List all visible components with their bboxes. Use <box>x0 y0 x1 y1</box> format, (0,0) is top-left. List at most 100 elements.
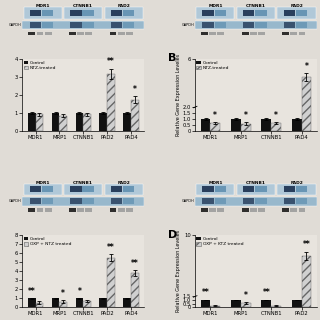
Bar <box>123 22 134 28</box>
Bar <box>250 32 257 36</box>
Bar <box>83 301 91 307</box>
Text: **: ** <box>28 286 36 296</box>
Bar <box>301 77 311 131</box>
Bar <box>45 208 52 212</box>
Text: D: D <box>168 230 178 240</box>
Bar <box>231 300 241 307</box>
Text: CTNNB1: CTNNB1 <box>246 181 266 185</box>
Bar <box>210 123 220 131</box>
Text: **: ** <box>302 240 310 250</box>
Bar <box>30 10 41 16</box>
Text: **: ** <box>202 288 209 298</box>
Bar <box>296 198 307 204</box>
Bar <box>28 113 36 131</box>
Bar <box>123 298 131 307</box>
Bar <box>299 208 306 212</box>
Bar <box>109 32 116 36</box>
Bar <box>255 186 267 192</box>
Bar <box>292 119 301 131</box>
Legend: Control, NTZ-treated: Control, NTZ-treated <box>23 60 57 71</box>
Bar <box>85 208 92 212</box>
Bar <box>111 10 122 16</box>
Bar <box>196 7 235 19</box>
Bar <box>24 183 62 195</box>
Bar <box>203 10 214 16</box>
Text: CTNNB1: CTNNB1 <box>73 4 93 8</box>
Bar <box>209 208 216 212</box>
Text: CTNNB1: CTNNB1 <box>73 181 93 185</box>
Bar <box>107 258 115 307</box>
Bar <box>201 119 210 131</box>
Text: PAD2: PAD2 <box>290 181 303 185</box>
Bar <box>126 32 133 36</box>
Text: GAPDH: GAPDH <box>9 199 21 203</box>
Bar <box>52 298 60 307</box>
Text: *: * <box>77 286 81 296</box>
Bar <box>30 198 41 204</box>
Bar <box>70 22 82 28</box>
Bar <box>296 186 307 192</box>
Bar <box>215 22 226 28</box>
Bar <box>107 74 115 131</box>
Bar <box>271 306 281 307</box>
Bar <box>111 22 122 28</box>
Bar <box>76 298 83 307</box>
Bar <box>284 198 295 204</box>
Bar <box>105 7 143 19</box>
Text: GAPDH: GAPDH <box>181 23 194 27</box>
Bar <box>209 32 216 36</box>
Bar <box>291 32 297 36</box>
Bar <box>243 186 254 192</box>
Bar <box>255 22 267 28</box>
Bar <box>30 22 41 28</box>
Bar <box>100 113 107 131</box>
Bar <box>42 10 53 16</box>
Bar <box>258 208 265 212</box>
Bar <box>42 186 53 192</box>
Bar <box>131 273 139 307</box>
Bar <box>261 119 271 131</box>
Bar <box>70 10 82 16</box>
Bar <box>83 198 94 204</box>
Bar <box>284 186 295 192</box>
Bar <box>83 10 94 16</box>
Bar <box>126 208 133 212</box>
Bar <box>250 208 257 212</box>
Bar <box>301 256 311 307</box>
Bar <box>296 22 307 28</box>
Bar <box>60 116 67 131</box>
Bar <box>277 7 316 19</box>
Bar <box>77 208 84 212</box>
Bar <box>60 302 67 307</box>
Bar <box>218 32 224 36</box>
Bar <box>255 198 267 204</box>
Text: **: ** <box>262 288 270 298</box>
Bar <box>203 186 214 192</box>
Bar <box>255 10 267 16</box>
Bar <box>243 10 254 16</box>
Bar <box>215 198 226 204</box>
Bar <box>291 208 297 212</box>
Text: GAPDH: GAPDH <box>9 23 21 27</box>
Bar <box>203 198 214 204</box>
Bar <box>100 298 107 307</box>
Bar <box>28 32 36 36</box>
Text: *: * <box>274 111 278 120</box>
Bar <box>215 186 226 192</box>
Text: *: * <box>244 111 248 120</box>
Bar <box>282 208 289 212</box>
Bar <box>271 123 281 131</box>
Text: B: B <box>168 53 177 63</box>
Bar <box>36 208 44 212</box>
Bar <box>69 208 76 212</box>
Bar <box>118 32 124 36</box>
Bar <box>131 100 139 131</box>
Bar <box>70 186 82 192</box>
Legend: Control, OXP + NTZ treated: Control, OXP + NTZ treated <box>23 236 72 247</box>
Bar <box>118 208 124 212</box>
Bar <box>195 197 317 206</box>
Text: **: ** <box>107 57 115 66</box>
Bar <box>201 300 210 307</box>
Bar <box>24 7 62 19</box>
Bar <box>83 186 94 192</box>
